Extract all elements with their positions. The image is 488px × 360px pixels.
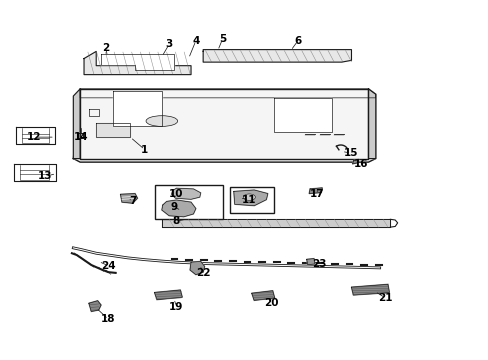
Polygon shape: [80, 89, 375, 98]
Text: 7: 7: [129, 197, 136, 206]
Text: 5: 5: [219, 34, 226, 44]
Text: 15: 15: [344, 148, 358, 158]
Text: 23: 23: [312, 259, 326, 269]
Text: 24: 24: [101, 261, 116, 271]
Polygon shape: [16, 127, 55, 144]
Polygon shape: [101, 54, 174, 70]
Text: 18: 18: [101, 314, 115, 324]
Polygon shape: [96, 123, 130, 137]
Text: 22: 22: [196, 268, 210, 278]
Polygon shape: [162, 200, 196, 217]
Text: 6: 6: [294, 36, 301, 46]
Text: 10: 10: [169, 189, 183, 199]
Polygon shape: [89, 301, 101, 311]
Polygon shape: [368, 89, 375, 158]
Text: 13: 13: [38, 171, 52, 181]
Polygon shape: [251, 291, 274, 300]
Polygon shape: [120, 194, 137, 203]
Polygon shape: [306, 258, 314, 265]
Polygon shape: [171, 188, 201, 199]
Text: 16: 16: [353, 159, 367, 169]
Text: 8: 8: [172, 216, 180, 226]
Text: 12: 12: [27, 132, 41, 142]
Ellipse shape: [146, 116, 177, 126]
Text: 11: 11: [242, 195, 256, 204]
Polygon shape: [308, 188, 322, 194]
Text: 4: 4: [192, 36, 199, 46]
Text: 19: 19: [169, 302, 183, 312]
Polygon shape: [80, 89, 368, 158]
Polygon shape: [73, 89, 375, 162]
Text: 2: 2: [102, 43, 109, 53]
Polygon shape: [203, 50, 351, 62]
Text: 14: 14: [74, 132, 89, 142]
Text: 17: 17: [309, 189, 324, 199]
Ellipse shape: [243, 194, 255, 201]
Text: 3: 3: [165, 39, 172, 49]
Polygon shape: [273, 98, 331, 132]
Polygon shape: [73, 89, 80, 158]
Polygon shape: [14, 164, 56, 181]
Text: 9: 9: [170, 202, 177, 212]
Polygon shape: [352, 159, 358, 164]
Bar: [154, 185, 222, 219]
Polygon shape: [162, 219, 389, 227]
Text: 1: 1: [141, 145, 148, 155]
Polygon shape: [154, 290, 182, 300]
Text: 21: 21: [378, 293, 392, 303]
Polygon shape: [113, 91, 162, 126]
Polygon shape: [233, 190, 267, 206]
Polygon shape: [190, 261, 204, 275]
Polygon shape: [84, 51, 191, 75]
Bar: [229, 187, 273, 213]
Polygon shape: [351, 284, 388, 295]
Text: 20: 20: [264, 298, 278, 308]
